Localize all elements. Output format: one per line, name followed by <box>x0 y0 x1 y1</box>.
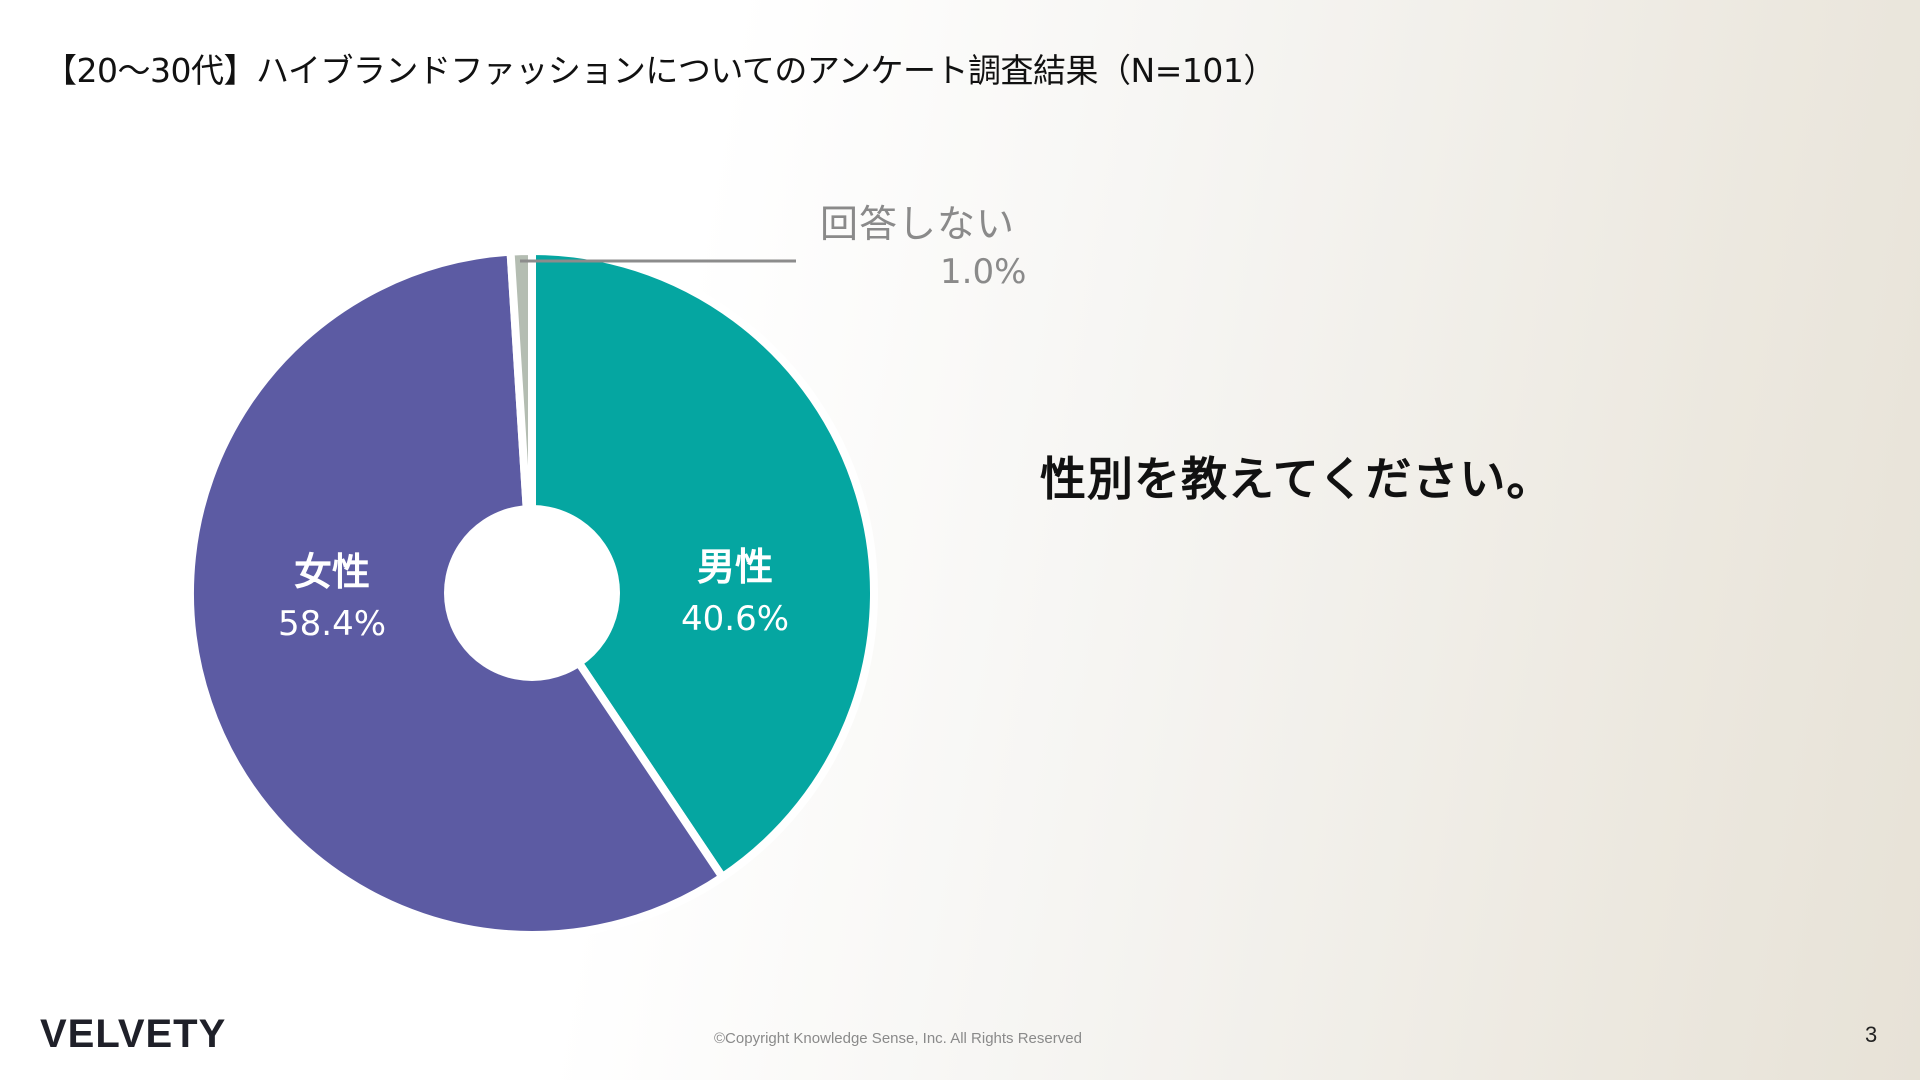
donut-slice-0 <box>528 247 878 882</box>
slice-label-female: 女性 58.4% <box>278 550 386 646</box>
callout-no-answer-name: 回答しない <box>820 202 1016 246</box>
copyright-text: ©Copyright Knowledge Sense, Inc. All Rig… <box>714 1030 1082 1047</box>
slice-label-male-pct: 40.6% <box>680 599 790 639</box>
slide-title: 【20〜30代】ハイブランドファッションについてのアンケート調査結果（N=101… <box>44 51 1276 90</box>
donut-hole <box>444 505 620 681</box>
question-text: 性別を教えてください。 <box>1040 452 1554 506</box>
callout-no-answer-pct: 1.0% <box>940 252 1027 292</box>
slice-label-male-name: 男性 <box>696 545 774 589</box>
page-number: 3 <box>1865 1022 1878 1047</box>
slice-label-female-pct: 58.4% <box>277 604 387 644</box>
brand-logo: VELVETY <box>40 1012 227 1056</box>
slice-label-male: 男性 40.6% <box>681 545 789 641</box>
slice-label-female-name: 女性 <box>293 550 371 594</box>
